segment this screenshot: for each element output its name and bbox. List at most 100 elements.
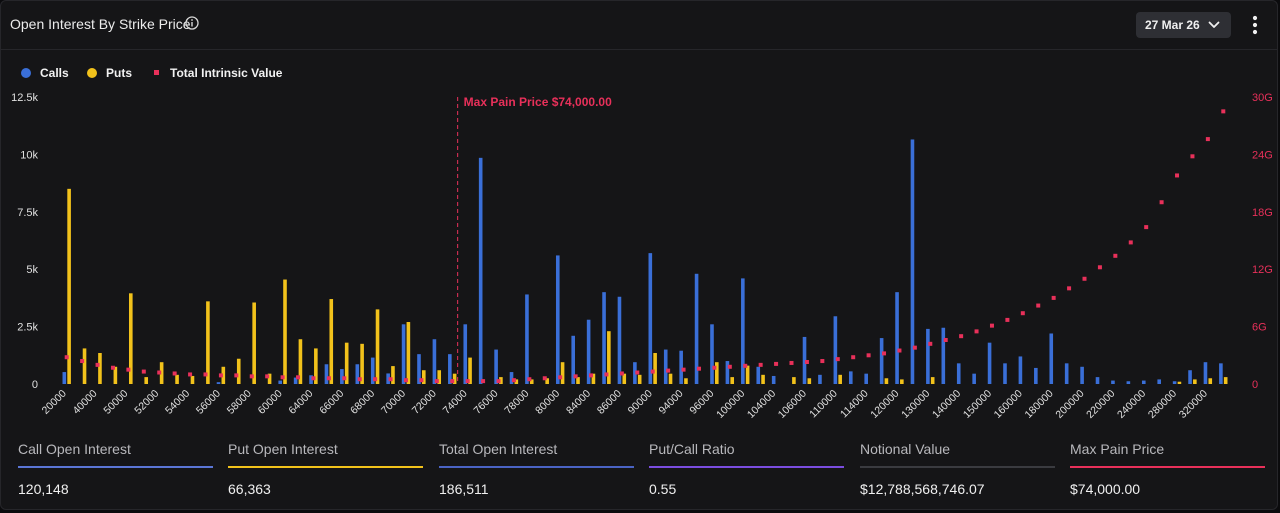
- call-bar: [1064, 363, 1069, 384]
- y-left-tick-label: 2.5k: [17, 322, 38, 334]
- y-left-tick-label: 0: [32, 379, 38, 391]
- call-bar: [987, 342, 992, 384]
- x-tick-label: 106000: [776, 388, 809, 421]
- y-right-tick-label: 12G: [1252, 264, 1273, 276]
- put-bar: [468, 357, 472, 384]
- call-bar: [617, 296, 622, 384]
- call-bar: [895, 292, 899, 384]
- intrinsic-value-point: [1128, 240, 1133, 245]
- y-right-tick-label: 24G: [1252, 149, 1273, 161]
- call-bar: [694, 273, 699, 384]
- put-bar: [113, 366, 118, 384]
- x-tick-label: 78000: [502, 388, 531, 417]
- more-options-icon[interactable]: [1249, 14, 1261, 36]
- call-bar: [741, 278, 745, 384]
- x-tick-label: 68000: [348, 388, 377, 417]
- intrinsic-value-point: [481, 379, 486, 384]
- legend-label-calls: Calls: [40, 66, 69, 80]
- intrinsic-value-point: [619, 371, 624, 376]
- intrinsic-value-point: [265, 374, 270, 379]
- stat-underline: [439, 466, 634, 468]
- put-bar: [128, 293, 133, 384]
- intrinsic-value-point: [218, 373, 223, 378]
- stat-max-pain-price: Max Pain Price $74,000.00: [1070, 441, 1265, 497]
- intrinsic-value-point: [434, 379, 439, 384]
- intrinsic-value-point: [1020, 311, 1025, 316]
- x-tick-label: 120000: [868, 388, 901, 421]
- put-bar: [499, 377, 503, 384]
- legend-item-puts[interactable]: Puts: [87, 66, 132, 80]
- call-bar: [602, 292, 606, 384]
- x-tick-label: 110000: [807, 388, 840, 421]
- call-bar: [216, 382, 221, 384]
- legend-item-calls[interactable]: Calls: [21, 66, 69, 80]
- intrinsic-value-point: [573, 374, 578, 379]
- intrinsic-value-point: [635, 370, 640, 375]
- intrinsic-value-point: [882, 351, 887, 356]
- x-tick-label: 80000: [533, 388, 562, 417]
- put-bar: [622, 373, 627, 384]
- x-tick-label: 220000: [1084, 388, 1117, 421]
- x-tick-label: 150000: [961, 388, 994, 421]
- put-bar: [159, 362, 164, 384]
- y-left-tick-label: 5k: [26, 264, 38, 276]
- intrinsic-value-point: [558, 375, 563, 380]
- call-bar: [278, 380, 283, 384]
- call-bar: [771, 375, 776, 384]
- stat-underline: [18, 466, 213, 468]
- call-bar: [448, 354, 452, 384]
- call-bar: [1049, 333, 1054, 384]
- x-tick-label: 90000: [626, 388, 655, 417]
- put-bar: [452, 373, 457, 384]
- x-tick-label: 96000: [687, 388, 716, 417]
- intrinsic-value-point: [789, 360, 794, 365]
- legend-item-intrinsic[interactable]: Total Intrinsic Value: [154, 66, 282, 80]
- stat-value: 186,511: [439, 481, 489, 497]
- x-tick-label: 54000: [163, 388, 192, 417]
- intrinsic-value-point: [373, 377, 378, 382]
- intrinsic-value-point: [912, 345, 917, 350]
- put-bar: [175, 374, 179, 384]
- x-tick-label: 114000: [838, 388, 871, 421]
- intrinsic-value-point: [959, 334, 964, 339]
- put-bar: [838, 374, 842, 384]
- intrinsic-value-point: [64, 355, 69, 360]
- call-bar: [879, 338, 884, 384]
- put-bar: [406, 322, 411, 384]
- stat-notional-value: Notional Value $12,788,568,746.07: [860, 441, 1055, 497]
- x-tick-label: 84000: [564, 388, 593, 417]
- call-bar: [756, 366, 761, 384]
- intrinsic-value-point: [465, 379, 470, 384]
- panel-title: Open Interest By Strike Price: [10, 16, 191, 32]
- call-bar: [941, 327, 946, 384]
- call-bar: [663, 349, 668, 384]
- intrinsic-value-point: [743, 363, 748, 368]
- info-icon[interactable]: [185, 16, 199, 30]
- stat-label: Max Pain Price: [1070, 441, 1165, 457]
- x-tick-label: 64000: [286, 388, 315, 417]
- call-bar: [401, 324, 406, 384]
- put-bar: [283, 279, 287, 384]
- put-bar: [1177, 381, 1182, 384]
- intrinsic-value-point: [1221, 109, 1226, 114]
- call-bar: [1126, 381, 1131, 384]
- intrinsic-value-point: [897, 348, 902, 353]
- put-bar: [360, 343, 364, 384]
- put-bar: [421, 370, 426, 384]
- put-bar: [607, 331, 611, 384]
- y-left-tick-label: 7.5k: [17, 207, 38, 219]
- put-bar: [884, 378, 889, 384]
- intrinsic-value-point: [157, 370, 162, 375]
- call-bar: [926, 328, 930, 384]
- call-bar: [864, 373, 869, 384]
- intrinsic-value-point: [450, 379, 455, 384]
- x-tick-label: 86000: [595, 388, 624, 417]
- stat-label: Total Open Interest: [439, 441, 558, 457]
- expiry-date-dropdown[interactable]: 27 Mar 26: [1136, 12, 1231, 38]
- intrinsic-value-point: [1144, 225, 1149, 230]
- put-bar: [329, 299, 334, 384]
- put-bar: [391, 366, 395, 384]
- x-tick-label: 200000: [1053, 388, 1086, 421]
- intrinsic-value-point: [1097, 265, 1102, 270]
